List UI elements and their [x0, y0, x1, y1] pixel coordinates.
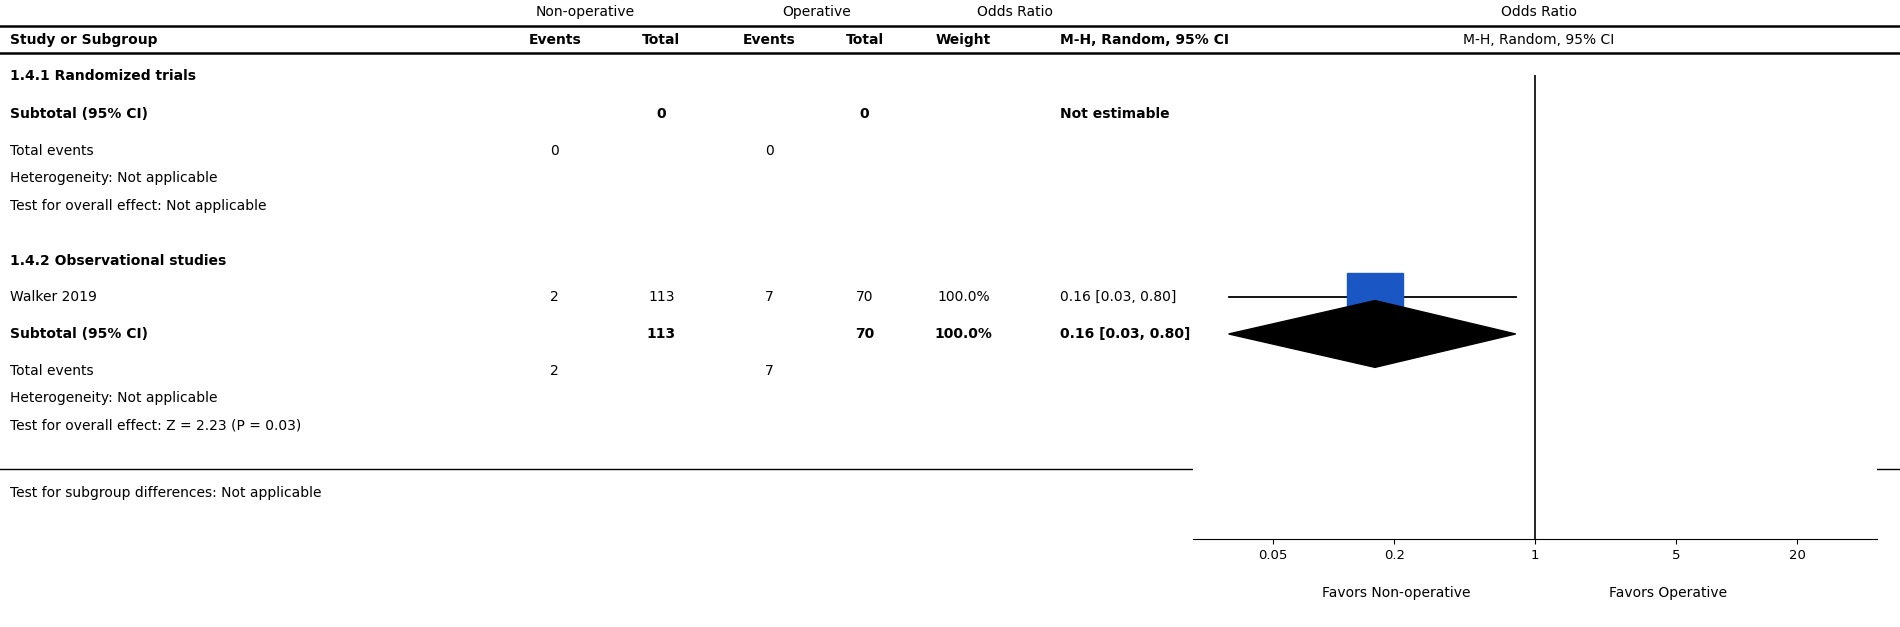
Text: Total events: Total events	[10, 364, 93, 377]
Text: 113: 113	[648, 290, 674, 304]
Text: 0: 0	[656, 107, 667, 121]
Text: 0: 0	[551, 144, 559, 158]
Text: 0: 0	[766, 144, 773, 158]
Text: Favors Non-operative: Favors Non-operative	[1322, 586, 1471, 599]
Text: Test for subgroup differences: Not applicable: Test for subgroup differences: Not appli…	[10, 486, 321, 500]
Text: Subtotal (95% CI): Subtotal (95% CI)	[10, 107, 148, 121]
Text: 1.4.1 Randomized trials: 1.4.1 Randomized trials	[10, 69, 196, 83]
Text: 0: 0	[859, 107, 870, 121]
Text: 70: 70	[855, 290, 874, 304]
Text: M-H, Random, 95% CI: M-H, Random, 95% CI	[1060, 33, 1229, 46]
Text: 2: 2	[551, 364, 559, 377]
Text: Total: Total	[846, 33, 884, 46]
Text: Heterogeneity: Not applicable: Heterogeneity: Not applicable	[10, 391, 217, 405]
Text: 1.4.2 Observational studies: 1.4.2 Observational studies	[10, 254, 226, 268]
Text: Walker 2019: Walker 2019	[10, 290, 97, 304]
Text: Heterogeneity: Not applicable: Heterogeneity: Not applicable	[10, 171, 217, 186]
Text: M-H, Random, 95% CI: M-H, Random, 95% CI	[1463, 33, 1615, 46]
Text: 2: 2	[551, 290, 559, 304]
Text: 0.16 [0.03, 0.80]: 0.16 [0.03, 0.80]	[1060, 290, 1176, 304]
Text: 7: 7	[766, 364, 773, 377]
Text: 113: 113	[646, 327, 676, 341]
Text: Test for overall effect: Z = 2.23 (P = 0.03): Test for overall effect: Z = 2.23 (P = 0…	[10, 418, 300, 433]
Text: Odds Ratio: Odds Ratio	[977, 5, 1053, 19]
Text: Odds Ratio: Odds Ratio	[1501, 5, 1577, 19]
Text: Total events: Total events	[10, 144, 93, 158]
Text: Test for overall effect: Not applicable: Test for overall effect: Not applicable	[10, 199, 266, 213]
Text: 100.0%: 100.0%	[937, 290, 990, 304]
Polygon shape	[1347, 273, 1402, 322]
Text: Non-operative: Non-operative	[536, 5, 635, 19]
Text: Subtotal (95% CI): Subtotal (95% CI)	[10, 327, 148, 341]
Text: Study or Subgroup: Study or Subgroup	[10, 33, 158, 46]
Text: Favors Operative: Favors Operative	[1609, 586, 1727, 599]
Text: Events: Events	[528, 33, 581, 46]
Text: Not estimable: Not estimable	[1060, 107, 1170, 121]
Text: Operative: Operative	[783, 5, 851, 19]
Text: 70: 70	[855, 327, 874, 341]
Text: 0.16 [0.03, 0.80]: 0.16 [0.03, 0.80]	[1060, 327, 1191, 341]
Text: Total: Total	[642, 33, 680, 46]
Polygon shape	[1229, 300, 1516, 367]
Text: Events: Events	[743, 33, 796, 46]
Text: 100.0%: 100.0%	[935, 327, 992, 341]
Text: Weight: Weight	[935, 33, 992, 46]
Text: 7: 7	[766, 290, 773, 304]
